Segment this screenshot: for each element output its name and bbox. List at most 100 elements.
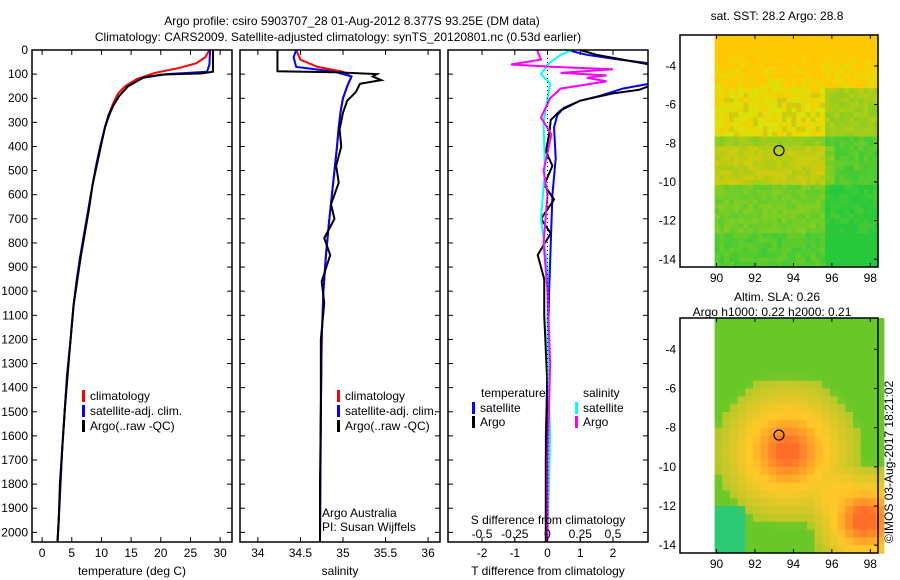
y-tick-label: 100 [8, 67, 28, 81]
map-cell [791, 180, 797, 186]
map-cell [753, 136, 759, 142]
map-cell [719, 155, 725, 162]
map-cell [757, 44, 764, 51]
map-cell [805, 151, 812, 157]
map-cell [820, 107, 826, 113]
map-cell [799, 380, 808, 390]
map-cell [791, 209, 797, 215]
map-cell [796, 64, 802, 70]
map-cell [868, 64, 874, 70]
map-cell [743, 170, 749, 176]
map-cell [772, 175, 778, 181]
map-cell [853, 357, 862, 366]
map-cell [829, 151, 836, 157]
map-cell [786, 64, 793, 70]
map-cell [767, 102, 773, 109]
map-cell [757, 155, 764, 162]
map-cell [786, 83, 793, 89]
map-cell [829, 318, 839, 327]
map-cell [845, 372, 854, 382]
map-cell [714, 262, 721, 268]
map-cell [768, 404, 777, 413]
map-cell [753, 151, 759, 157]
map-cell [806, 482, 816, 491]
map-cell [757, 180, 764, 186]
map-cell [748, 165, 754, 171]
map-cell [837, 513, 846, 523]
map-cell [868, 97, 874, 104]
map-cell [820, 97, 826, 104]
map-cell [810, 126, 817, 133]
map-cell [748, 252, 754, 258]
map-cell [868, 252, 874, 258]
map-cell [849, 209, 855, 215]
map-cell [743, 238, 749, 244]
map-cell [724, 93, 730, 99]
map-cell [801, 175, 807, 181]
map-cell [783, 498, 793, 507]
map-cell [825, 35, 831, 41]
map-cell [783, 333, 793, 343]
map-cell [801, 257, 807, 263]
map-cell [806, 537, 816, 546]
map-cell [806, 372, 816, 382]
map-cell [839, 35, 845, 41]
y-tick-label: 1300 [1, 357, 28, 371]
map-cell [829, 83, 836, 89]
map-cell [745, 357, 754, 366]
map-cell [748, 68, 754, 75]
map-cell [772, 233, 778, 239]
map-cell [820, 213, 826, 220]
map-cell [822, 380, 831, 390]
map-cell [868, 184, 874, 191]
map-cell [781, 165, 788, 171]
map-cell [733, 242, 740, 249]
map-cell [815, 97, 821, 104]
map-cell [791, 388, 800, 397]
map-cell [844, 102, 850, 109]
map-cell [853, 218, 860, 225]
map-cell [825, 151, 831, 157]
map-cell [876, 341, 885, 350]
map-cell [844, 257, 850, 263]
map-cell [733, 131, 740, 138]
map-cell [829, 257, 836, 263]
map-cell [791, 83, 797, 89]
map-cell [757, 165, 764, 171]
map-cell [839, 54, 845, 60]
map-cell [733, 136, 740, 142]
map-cell [781, 262, 788, 268]
map-cell [868, 341, 877, 350]
map-cell [781, 102, 788, 109]
map-cell [829, 365, 839, 374]
map-cell [714, 427, 723, 437]
map-cell [772, 54, 778, 60]
map-cell [853, 247, 860, 254]
map-cell [767, 107, 773, 113]
map-cell [714, 44, 721, 51]
series-line-argo-raw-qc- [56, 50, 215, 542]
map-cell [791, 68, 797, 75]
map-cell [853, 252, 860, 258]
map-cell [760, 513, 770, 523]
map-cell [860, 545, 869, 554]
map-cell [743, 155, 749, 162]
map-cell [858, 228, 865, 234]
map-cell [786, 44, 793, 51]
map-cell [853, 443, 862, 452]
map-cell [757, 73, 764, 80]
map-cell [791, 451, 800, 460]
map-cell [748, 44, 754, 51]
map-cell [722, 380, 731, 390]
y-tick-label: 1700 [1, 453, 28, 467]
map-cell [762, 44, 769, 51]
map-cell [743, 204, 749, 210]
map-cell [776, 396, 785, 405]
map-cell [863, 112, 869, 118]
y-tick-label: 1000 [1, 284, 28, 298]
map-cell [762, 238, 769, 244]
map-cell [849, 83, 855, 89]
map-cell [714, 199, 721, 205]
map-cell [719, 247, 725, 254]
map-cell [753, 490, 762, 499]
